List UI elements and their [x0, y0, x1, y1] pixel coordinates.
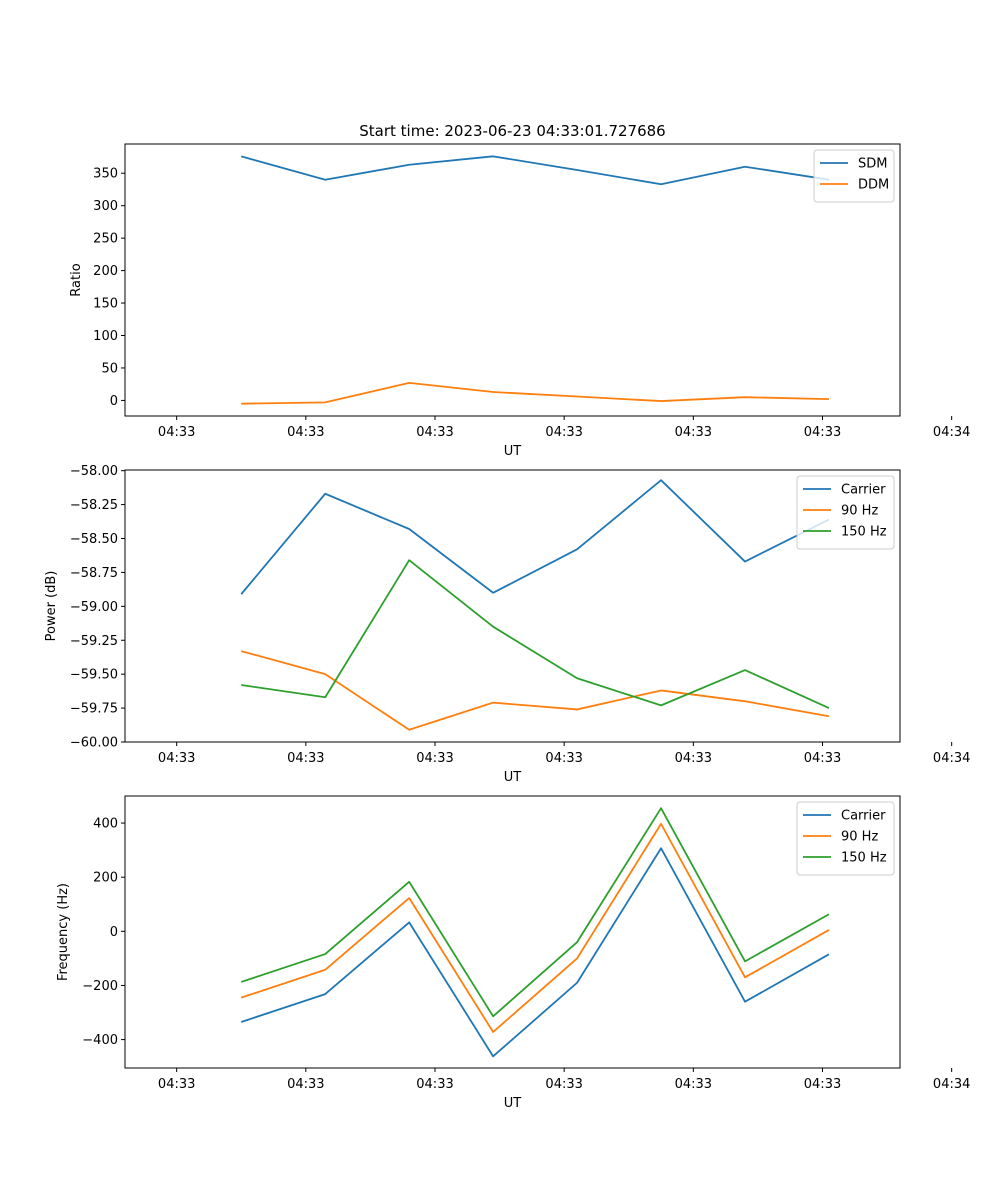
y-tick-label: 250	[93, 232, 118, 247]
x-tick-label: 04:34	[933, 425, 970, 440]
y-tick-label: 200	[93, 264, 118, 279]
series-line-sdm	[241, 155, 830, 186]
axes-frame	[124, 795, 901, 1069]
x-tick-label: 04:33	[545, 425, 582, 440]
x-tick-label: 04:33	[416, 425, 453, 440]
x-tick-label: 04:33	[416, 1077, 453, 1092]
x-tick-label: 04:33	[287, 425, 324, 440]
legend-entry-label: 90 Hz	[841, 830, 878, 845]
y-tick-label: 300	[93, 199, 118, 214]
x-tick-label: 04:33	[675, 751, 712, 766]
legend-entry-label: 150 Hz	[841, 525, 887, 540]
y-tick-label: 50	[101, 361, 118, 376]
x-tick-label: 04:33	[804, 1077, 841, 1092]
legend-entry-label: Carrier	[841, 809, 886, 824]
x-tick-label: 04:33	[287, 751, 324, 766]
y-axis-label: Ratio	[69, 263, 84, 296]
y-axis-label: Power (dB)	[44, 571, 59, 642]
legend-entry-label: 90 Hz	[841, 504, 878, 519]
y-tick-label: −59.25	[70, 634, 118, 649]
series-line-150-hz	[241, 559, 830, 709]
legend-entry-label: Carrier	[841, 483, 886, 498]
y-tick-label: −58.75	[70, 566, 118, 581]
y-tick-label: −59.00	[70, 600, 118, 615]
y-tick-label: 200	[93, 871, 118, 886]
x-tick-label: 04:33	[545, 1077, 582, 1092]
series-line-90-hz	[241, 650, 830, 731]
x-tick-label: 04:33	[158, 425, 195, 440]
y-tick-label: 100	[93, 329, 118, 344]
y-tick-label: −58.00	[70, 464, 118, 479]
x-tick-label: 04:34	[933, 751, 970, 766]
legend: Carrier 90 Hz 150 Hz	[796, 475, 895, 550]
series-line-ddm	[241, 381, 829, 405]
y-tick-label: 400	[93, 817, 118, 832]
y-tick-label: −400	[82, 1033, 118, 1048]
y-tick-label: −200	[82, 979, 118, 994]
legend-entry-label: SDM	[858, 157, 887, 172]
subplot-1: 0 50 100 150 200 250 300 350 04:33 04:33 04:33 04:3…	[69, 143, 970, 459]
y-tick-label: 0	[110, 394, 118, 409]
x-axis-label: UT	[504, 1096, 522, 1111]
y-tick-label: 150	[93, 297, 118, 312]
legend: SDM DDM	[813, 149, 895, 203]
x-tick-label: 04:33	[416, 751, 453, 766]
x-tick-label: 04:33	[804, 425, 841, 440]
legend-entry-label: 150 Hz	[841, 851, 887, 866]
series-line-carrier	[240, 847, 830, 1058]
y-tick-label: −59.75	[70, 702, 118, 717]
subplot-2: −60.00 −59.75 −59.50 −59.25 −59.00 −58.75 −58.…	[44, 464, 970, 785]
y-tick-label: −58.50	[70, 532, 118, 547]
y-axis-label: Frequency (Hz)	[56, 883, 71, 981]
x-tick-label: 04:33	[675, 1077, 712, 1092]
legend-entry-label: DDM	[858, 178, 889, 193]
series-line-90-hz	[240, 822, 830, 1033]
y-tick-label: −60.00	[70, 736, 118, 751]
series-line-carrier	[240, 479, 830, 595]
panels-group: 0 50 100 150 200 250 300 350 04:33 04:33 04:33 04:3…	[44, 143, 970, 1111]
x-tick-label: 04:33	[804, 751, 841, 766]
x-tick-label: 04:34	[933, 1077, 970, 1092]
x-axis-label: UT	[504, 444, 522, 459]
axes-frame	[124, 143, 901, 417]
x-tick-label: 04:33	[287, 1077, 324, 1092]
y-tick-label: 350	[93, 167, 118, 182]
x-axis-label: UT	[504, 770, 522, 785]
y-tick-label: 0	[110, 925, 118, 940]
x-tick-label: 04:33	[158, 1077, 195, 1092]
subplot-3: −400 −200 0 200 400 04:33 04:33 04:33 04:33 04:33…	[56, 795, 970, 1111]
y-tick-label: −58.25	[70, 498, 118, 513]
series-line-150-hz	[240, 807, 830, 1018]
x-tick-label: 04:33	[545, 751, 582, 766]
x-tick-label: 04:33	[158, 751, 195, 766]
y-tick-label: −59.50	[70, 668, 118, 683]
x-tick-label: 04:33	[675, 425, 712, 440]
figure-title: Start time: 2023-06-23 04:33:01.727686	[359, 122, 665, 140]
legend: Carrier 90 Hz 150 Hz	[796, 801, 895, 876]
